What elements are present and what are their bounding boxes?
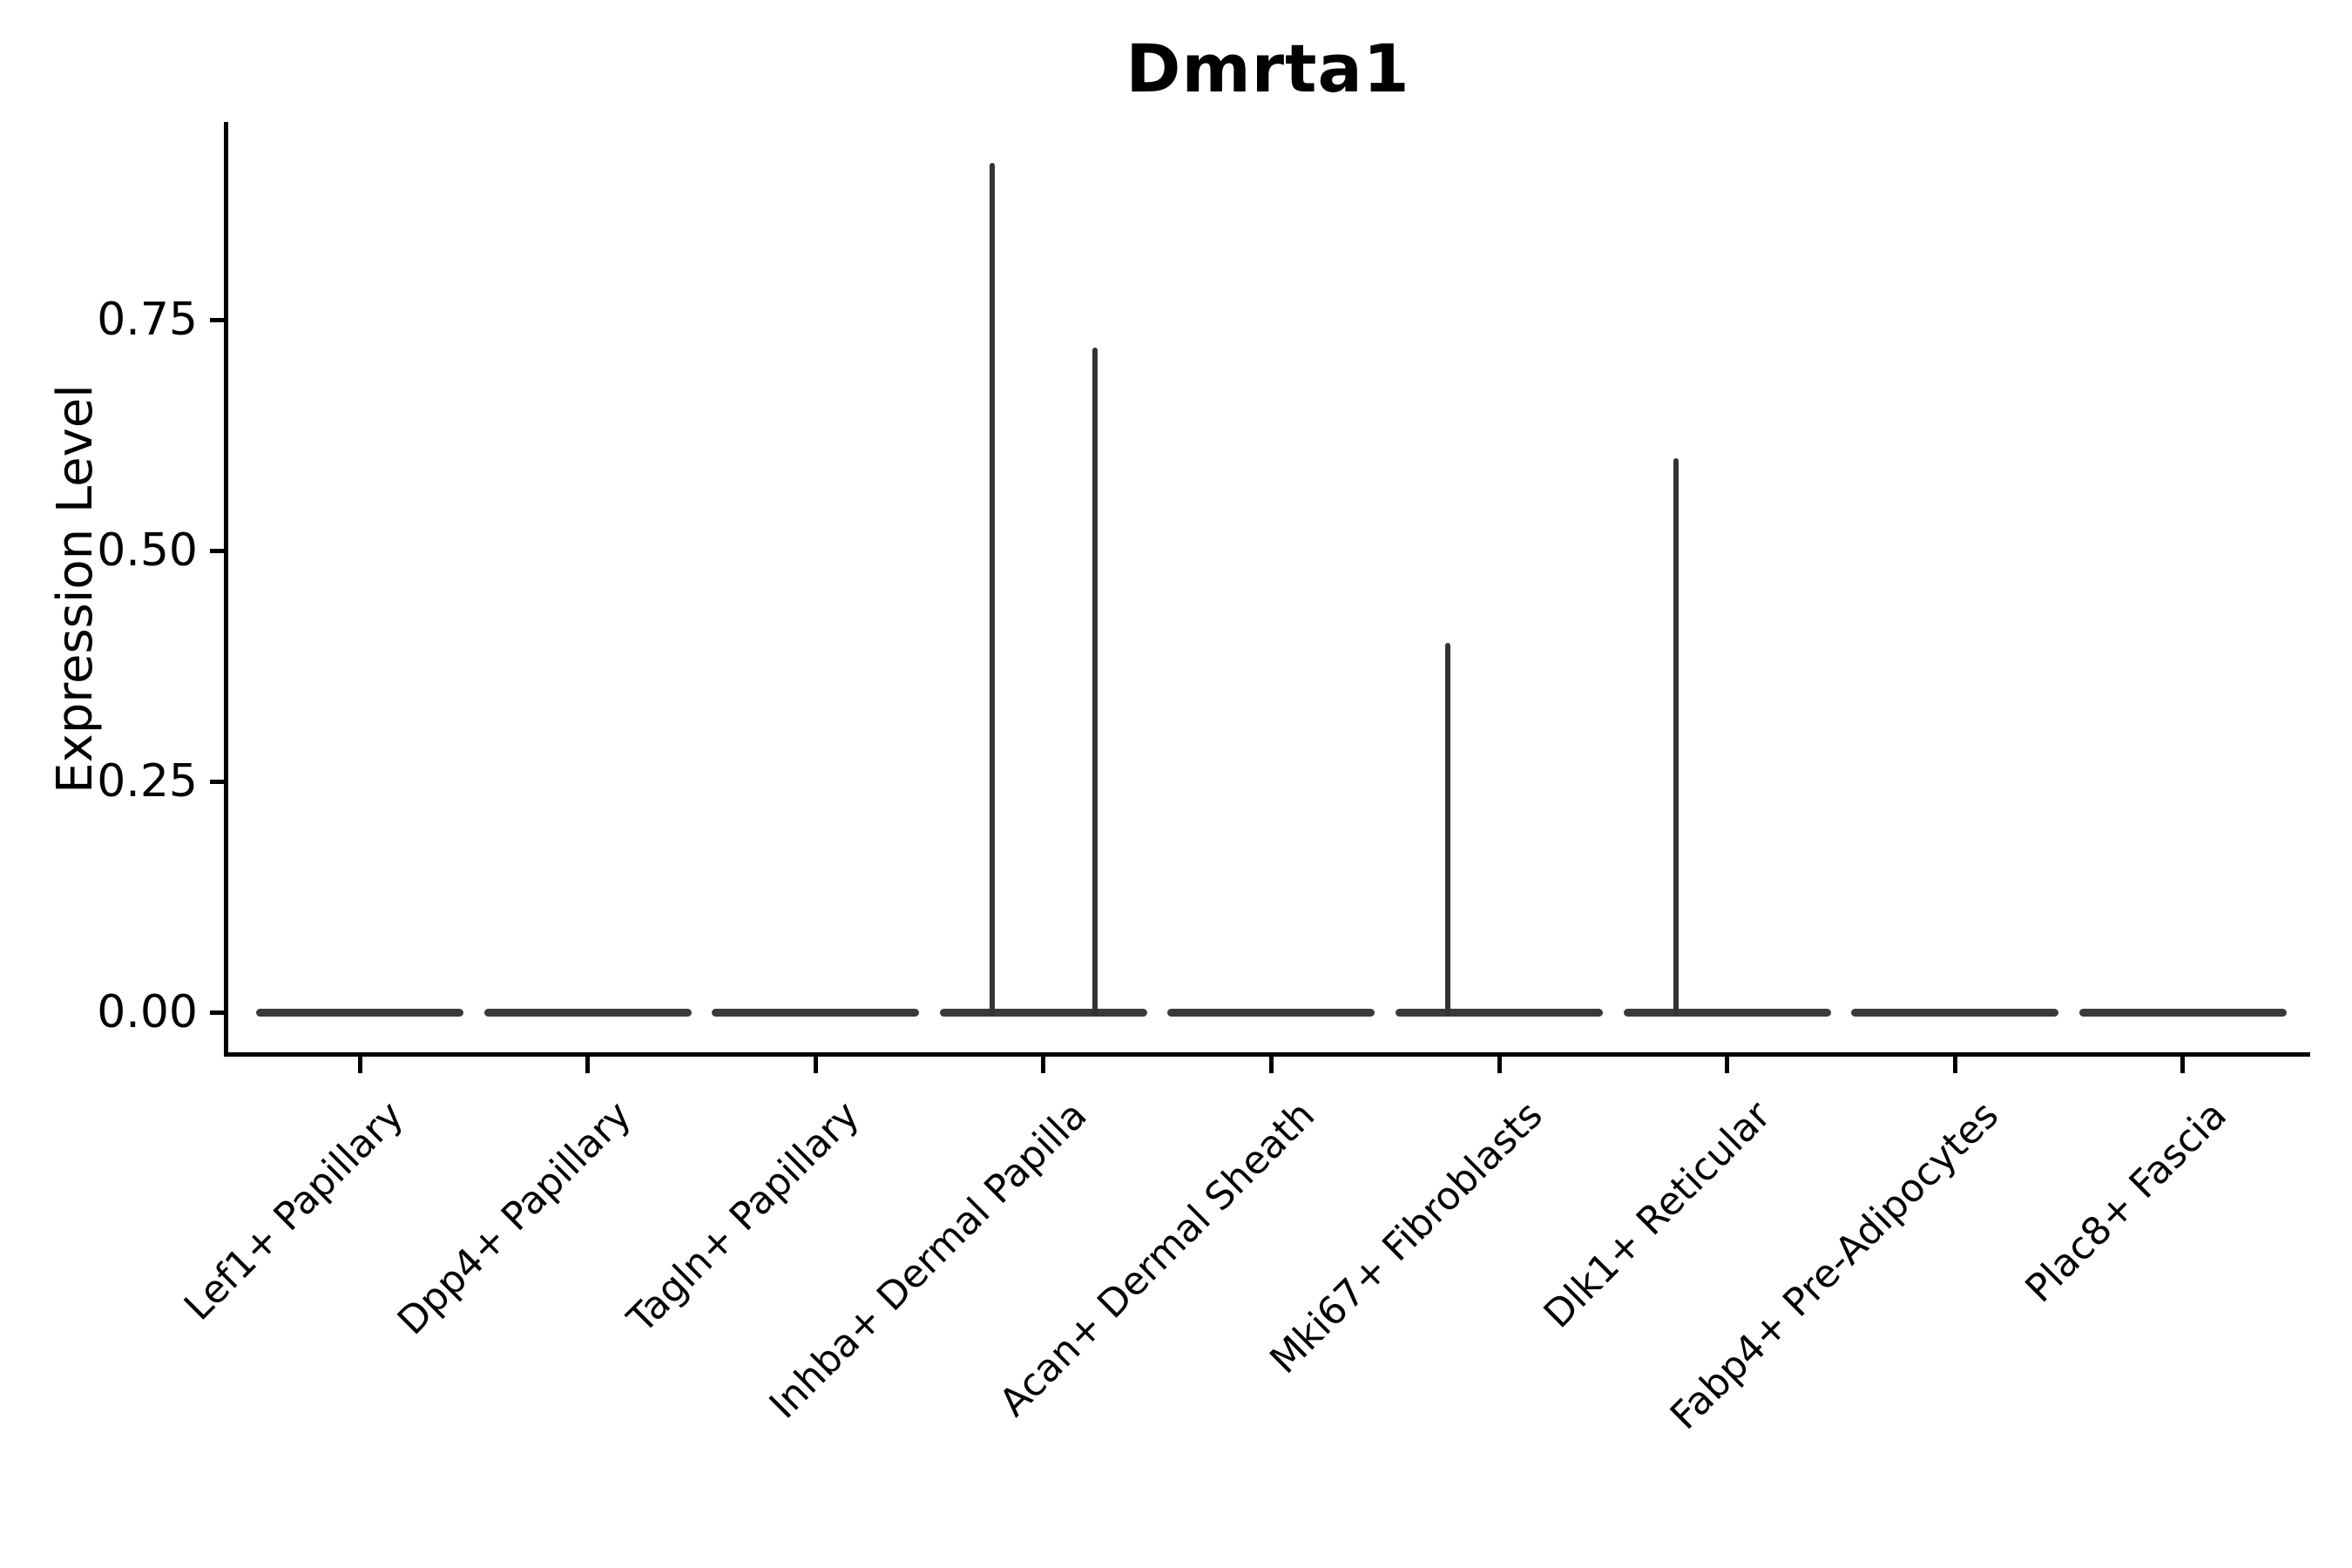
violin-zero-line bbox=[712, 1008, 920, 1017]
y-axis-tick-label: 0.00 bbox=[97, 986, 198, 1038]
violin-spike bbox=[989, 162, 995, 1016]
violin-zero-line bbox=[1623, 1008, 1831, 1017]
x-axis-tick bbox=[357, 1057, 362, 1073]
violin-zero-line bbox=[939, 1008, 1147, 1017]
x-axis-tick bbox=[1041, 1057, 1046, 1073]
violin-zero-line bbox=[1851, 1008, 2059, 1017]
x-axis-category-label: Dpp4+ Papillary bbox=[389, 1092, 640, 1344]
y-axis-tick bbox=[210, 317, 226, 322]
plot-title: Dmrta1 bbox=[1125, 30, 1410, 107]
x-axis-tick bbox=[1497, 1057, 1502, 1073]
violin-spike bbox=[1092, 347, 1098, 1016]
violin-zero-line bbox=[1167, 1008, 1375, 1017]
y-axis-tick bbox=[210, 548, 226, 553]
y-axis-tick bbox=[210, 1010, 226, 1015]
violin-zero-line bbox=[2078, 1008, 2287, 1017]
y-axis-tick-label: 0.75 bbox=[97, 294, 198, 346]
y-axis-title: Expression Level bbox=[47, 384, 104, 794]
violin-spike bbox=[1673, 458, 1679, 1016]
x-axis-spine bbox=[224, 1052, 2310, 1057]
x-axis-tick bbox=[585, 1057, 591, 1073]
violin-zero-line bbox=[483, 1008, 692, 1017]
x-axis-category-label: Plac8+ Fascia bbox=[2016, 1092, 2235, 1312]
x-axis-category-label: Dlk1+ Reticular bbox=[1535, 1092, 1780, 1337]
violin-zero-line bbox=[1396, 1008, 1603, 1017]
x-axis-tick bbox=[1725, 1057, 1730, 1073]
y-axis-tick-label: 0.25 bbox=[97, 755, 198, 808]
x-axis-category-label: Lef1+ Papillary bbox=[175, 1092, 412, 1329]
x-axis-tick bbox=[813, 1057, 818, 1073]
x-axis-category-label: Tagln+ Papillary bbox=[618, 1092, 868, 1342]
x-axis-tick bbox=[1952, 1057, 1957, 1073]
y-axis-tick-label: 0.50 bbox=[97, 524, 198, 577]
x-axis-tick bbox=[2180, 1057, 2186, 1073]
y-axis-tick bbox=[210, 779, 226, 784]
violin-zero-line bbox=[256, 1008, 463, 1017]
x-axis-tick bbox=[1268, 1057, 1274, 1073]
y-axis-spine bbox=[224, 122, 228, 1057]
violin-spike bbox=[1445, 643, 1450, 1016]
